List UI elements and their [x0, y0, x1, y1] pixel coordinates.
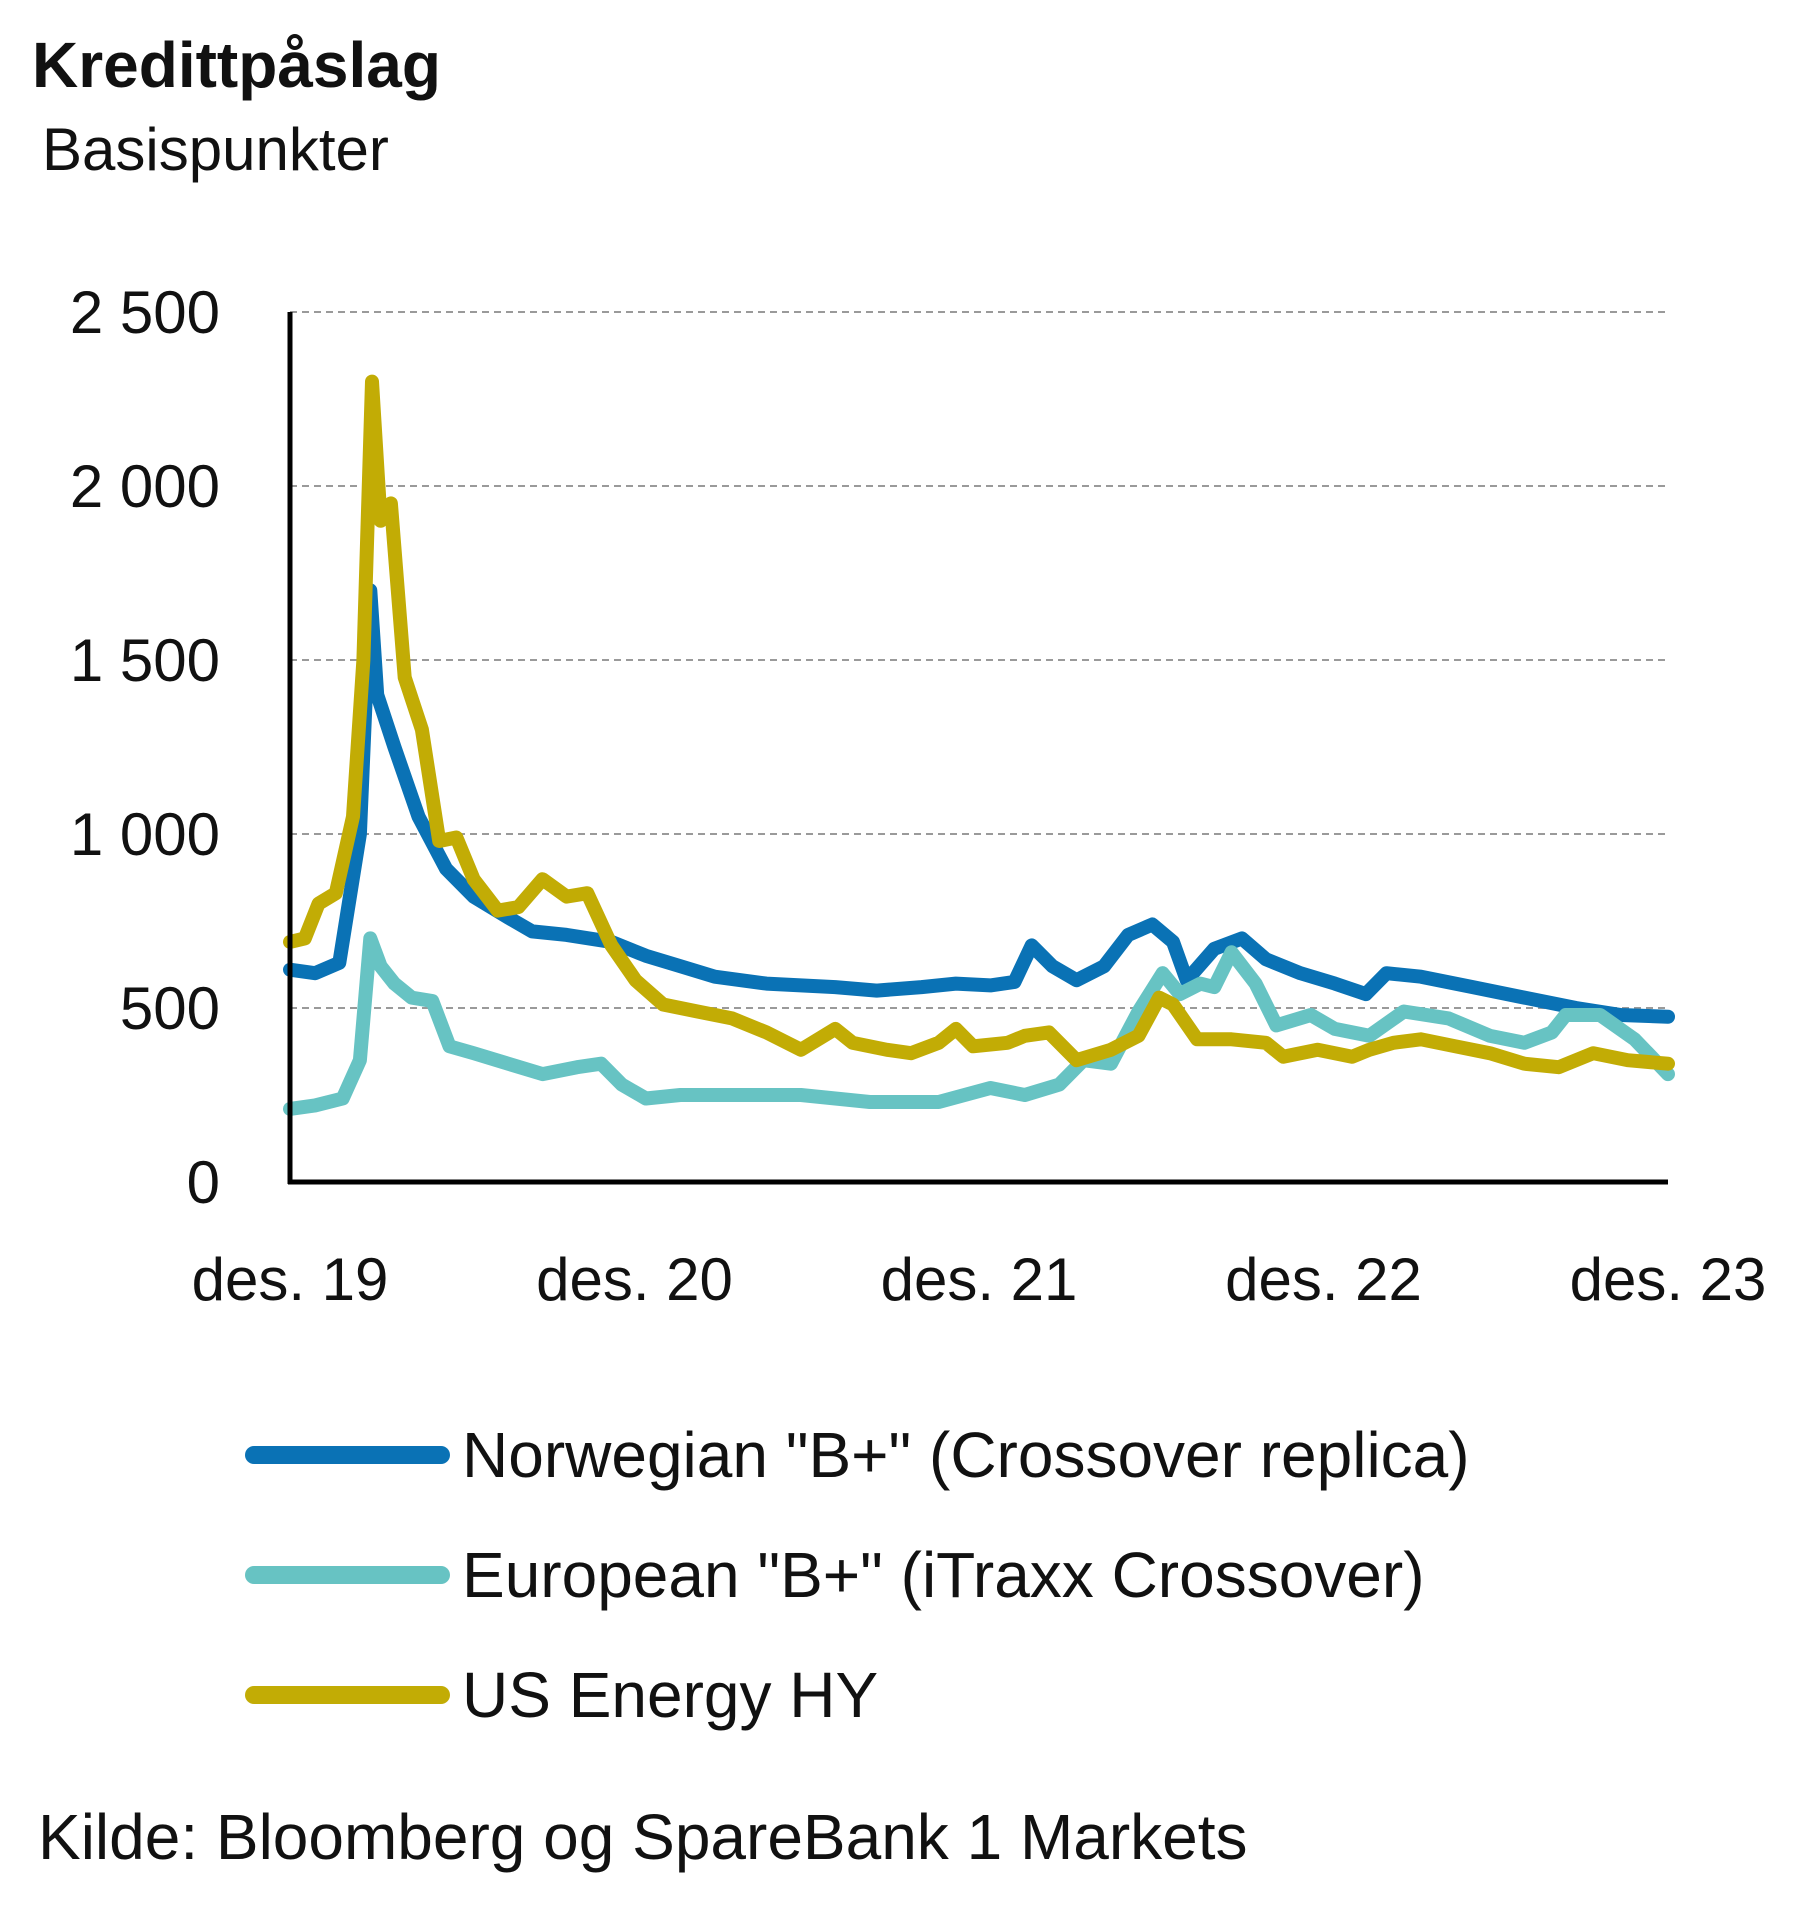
y-tick-label: 0 — [187, 1149, 220, 1216]
legend-item-norwegian: Norwegian "B+" (Crossover replica) — [245, 1395, 1470, 1515]
y-tick-label: 1 000 — [70, 801, 220, 868]
y-tick-label: 2 000 — [70, 453, 220, 520]
series-line-1 — [283, 931, 1675, 1116]
chart-subtitle: Basispunkter — [42, 116, 389, 183]
source-note: Kilde: Bloomberg og SpareBank 1 Markets — [38, 1801, 1248, 1873]
x-tick-label: des. 23 — [1570, 1246, 1767, 1313]
legend-swatch-us-energy — [245, 1686, 450, 1704]
y-tick-label: 1 500 — [70, 627, 220, 694]
x-tick-label: des. 21 — [881, 1246, 1078, 1313]
series-lines — [283, 374, 1675, 1116]
x-tick-label: des. 22 — [1225, 1246, 1422, 1313]
legend-item-european: European "B+" (iTraxx Crossover) — [245, 1515, 1470, 1635]
legend-label-european: European "B+" (iTraxx Crossover) — [462, 1539, 1425, 1611]
x-tick-label: des. 20 — [536, 1246, 733, 1313]
legend-swatch-norwegian — [245, 1446, 450, 1464]
chart-title: Kredittpåslag — [32, 29, 441, 101]
y-axis-ticks: 0 500 1 000 1 500 2 000 2 500 — [70, 279, 220, 1216]
y-tick-label: 500 — [120, 975, 220, 1042]
x-tick-label: des. 19 — [192, 1246, 389, 1313]
series-line-2 — [283, 374, 1675, 1075]
legend-label-us-energy: US Energy HY — [462, 1659, 879, 1731]
legend: Norwegian "B+" (Crossover replica) Europ… — [245, 1395, 1470, 1755]
gridlines — [290, 311, 1668, 1009]
y-tick-label: 2 500 — [70, 279, 220, 346]
x-axis-ticks: des. 19 des. 20 des. 21 des. 22 des. 23 — [192, 1246, 1767, 1313]
legend-swatch-european — [245, 1566, 450, 1584]
legend-item-us-energy: US Energy HY — [245, 1635, 1470, 1755]
series-line-0 — [283, 583, 1675, 1024]
legend-label-norwegian: Norwegian "B+" (Crossover replica) — [462, 1419, 1470, 1491]
